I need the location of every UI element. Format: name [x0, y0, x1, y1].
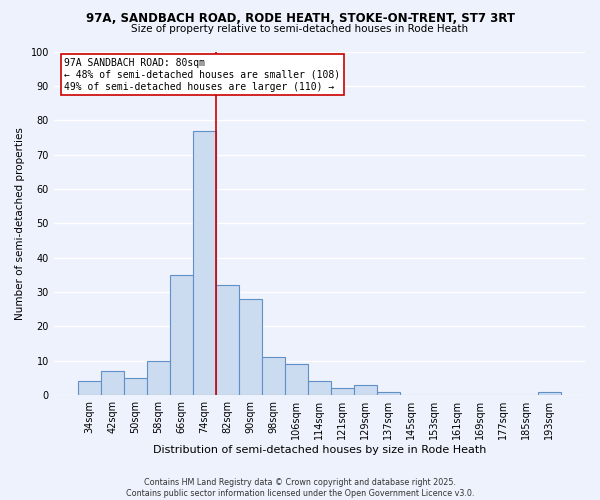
X-axis label: Distribution of semi-detached houses by size in Rode Heath: Distribution of semi-detached houses by … [153, 445, 486, 455]
Text: 97A SANDBACH ROAD: 80sqm
← 48% of semi-detached houses are smaller (108)
49% of : 97A SANDBACH ROAD: 80sqm ← 48% of semi-d… [64, 58, 341, 92]
Y-axis label: Number of semi-detached properties: Number of semi-detached properties [15, 127, 25, 320]
Bar [538, 392, 561, 395]
Bar [331, 388, 354, 395]
Bar [308, 382, 331, 395]
Bar [262, 358, 285, 395]
Bar [354, 385, 377, 395]
Bar [170, 275, 193, 395]
Bar [124, 378, 147, 395]
Bar [193, 130, 216, 395]
Text: Size of property relative to semi-detached houses in Rode Heath: Size of property relative to semi-detach… [131, 24, 469, 34]
Bar [101, 371, 124, 395]
Text: 97A, SANDBACH ROAD, RODE HEATH, STOKE-ON-TRENT, ST7 3RT: 97A, SANDBACH ROAD, RODE HEATH, STOKE-ON… [86, 12, 515, 26]
Bar [377, 392, 400, 395]
Bar [239, 299, 262, 395]
Bar [78, 382, 101, 395]
Bar [216, 285, 239, 395]
Text: Contains HM Land Registry data © Crown copyright and database right 2025.
Contai: Contains HM Land Registry data © Crown c… [126, 478, 474, 498]
Bar [285, 364, 308, 395]
Bar [147, 361, 170, 395]
